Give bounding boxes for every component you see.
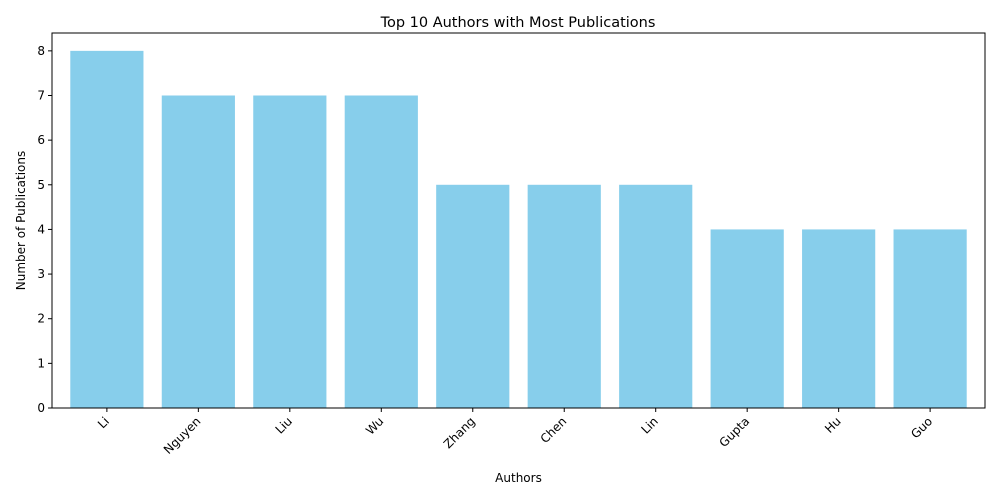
x-tick-label: Lin <box>638 414 660 436</box>
x-tick-label: Li <box>95 414 112 431</box>
y-tick-label: 7 <box>37 89 45 103</box>
x-tick-label: Wu <box>363 414 386 437</box>
y-tick-label: 3 <box>37 267 45 281</box>
bar-guo <box>893 229 967 408</box>
x-tick-label: Chen <box>538 414 570 446</box>
x-tick-label: Gupta <box>717 414 753 450</box>
x-tick-label: Zhang <box>441 414 478 451</box>
y-tick-label: 4 <box>37 222 45 236</box>
x-axis-title: Authors <box>495 471 542 485</box>
y-tick-label: 0 <box>37 401 45 415</box>
y-tick-label: 1 <box>37 356 45 370</box>
plot-frame <box>51 32 986 409</box>
y-tick-label: 8 <box>37 44 45 58</box>
y-axis: 0 1 2 3 4 5 6 7 8 <box>37 44 52 415</box>
bars-group <box>70 50 967 409</box>
bar-zhang <box>436 184 510 408</box>
x-tick-label: Nguyen <box>161 414 204 457</box>
bar-wu <box>344 95 418 408</box>
bar-nguyen <box>161 95 235 408</box>
x-axis: Li Nguyen Liu Wu Zhang Chen Lin Gupta Hu Guo <box>95 408 935 457</box>
bar-gupta <box>710 229 784 408</box>
x-tick-label: Guo <box>908 414 935 441</box>
bar-lin <box>619 184 693 408</box>
y-tick-label: 6 <box>37 133 45 147</box>
bar-li <box>70 50 144 409</box>
x-tick-label: Hu <box>822 414 844 436</box>
chart-title: Top 10 Authors with Most Publications <box>380 15 656 31</box>
y-tick-label: 5 <box>37 178 45 192</box>
bar-liu <box>253 95 327 408</box>
bar-chen <box>527 184 601 408</box>
bar-hu <box>802 229 876 408</box>
y-tick-label: 2 <box>37 312 45 326</box>
x-tick-label: Liu <box>273 414 295 436</box>
y-axis-title: Number of Publications <box>14 151 28 291</box>
